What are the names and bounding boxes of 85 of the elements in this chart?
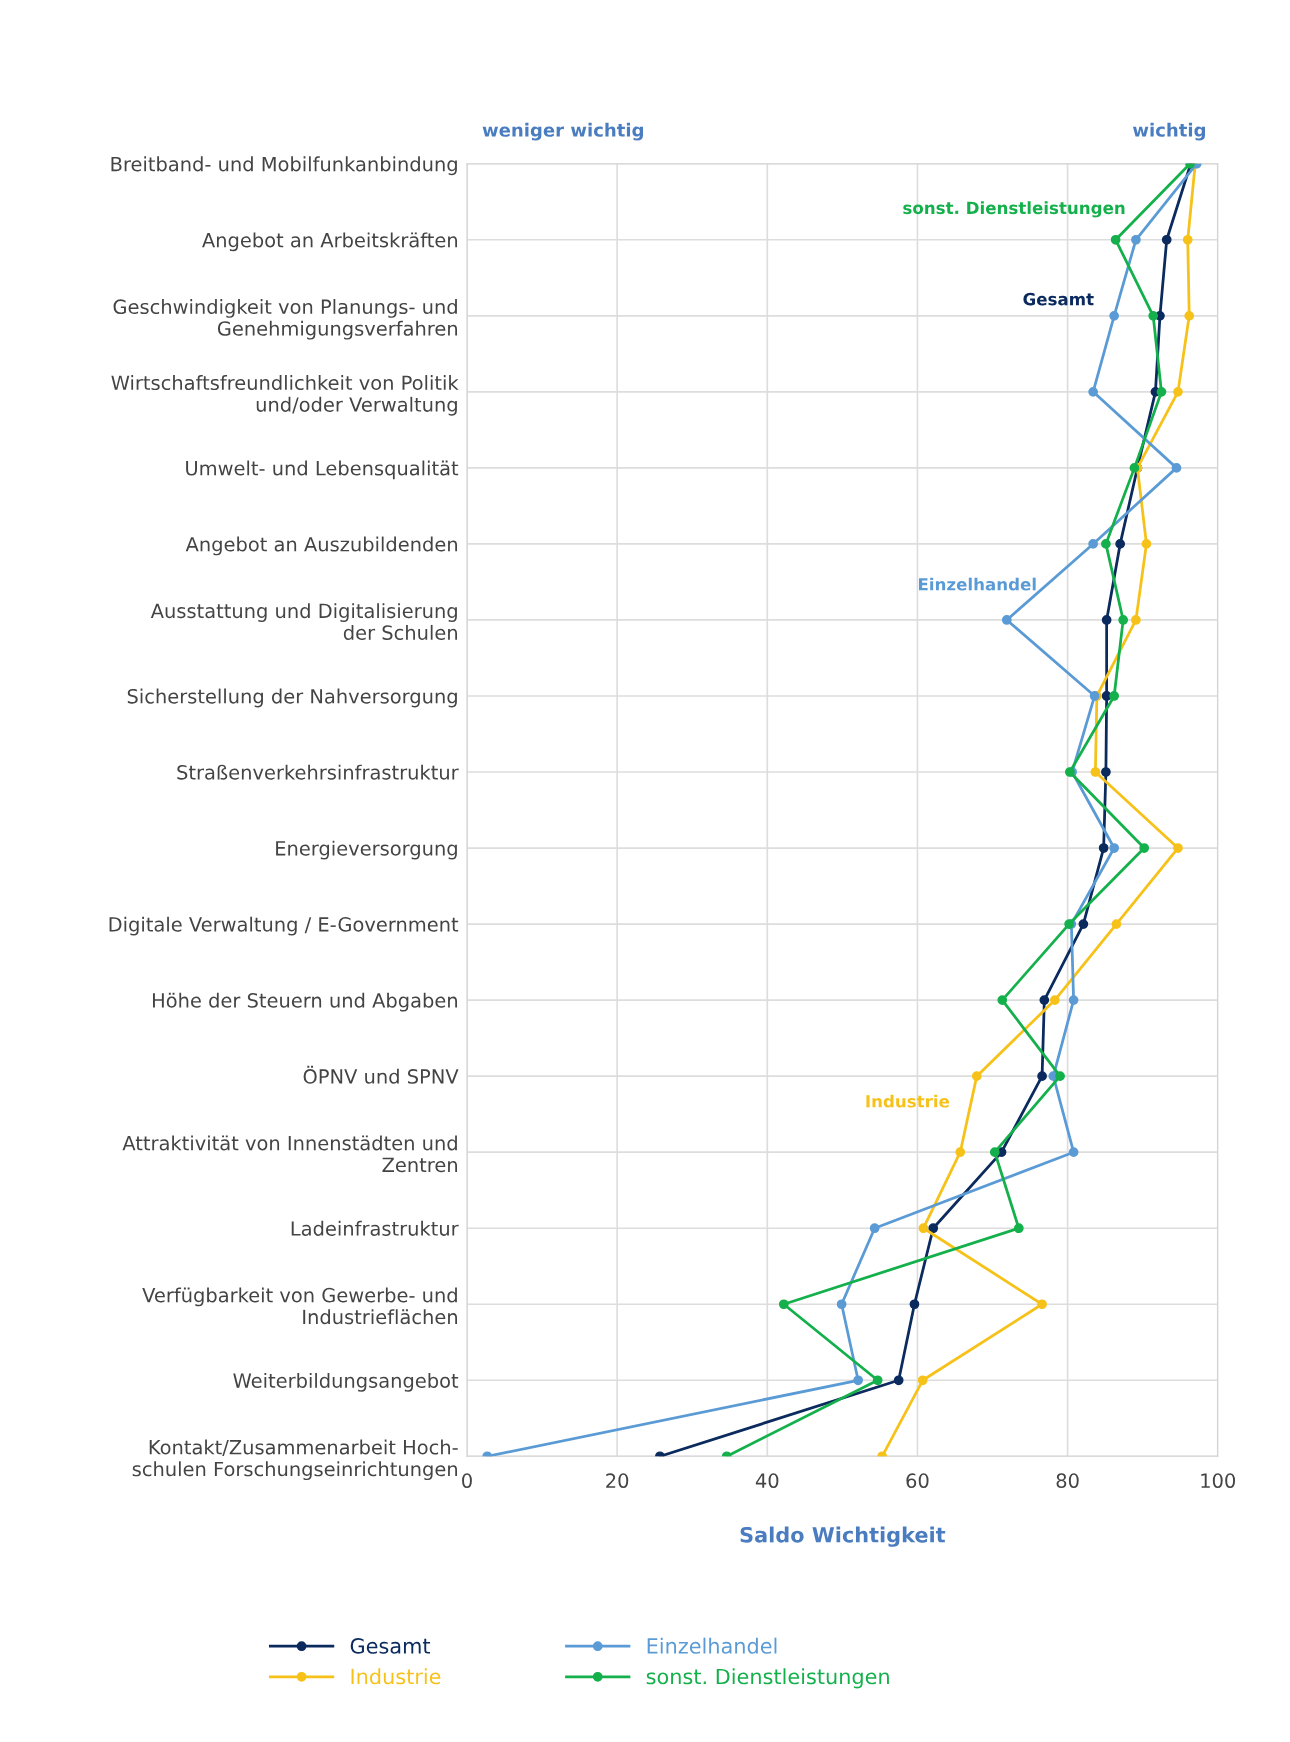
y-tick-label: Attraktivität von Innenstädten und Zentren <box>122 1135 457 1173</box>
point <box>1039 995 1050 1005</box>
y-tick-label: Straßenverkehrsinfrastruktur <box>177 764 459 780</box>
point <box>1148 310 1159 321</box>
point <box>1182 234 1193 245</box>
x-tick-label: 100 <box>1201 1473 1236 1489</box>
y-tick-label: Verfügbarkeit von Gewerbe- und Industrieflächen <box>142 1287 457 1325</box>
legend-label: Einzelhandel <box>647 1637 777 1654</box>
point <box>1013 1223 1024 1234</box>
y-tick-label: Sicherstellung der Nahversorgung <box>127 688 457 708</box>
x-tick-label: 60 <box>906 1473 929 1489</box>
x-axis-title: Saldo Wichtigkeit <box>740 1526 946 1547</box>
point <box>1184 310 1195 321</box>
point <box>1109 310 1120 321</box>
point <box>1068 1147 1079 1158</box>
point <box>1171 463 1182 473</box>
x-tick-label: 0 <box>462 1473 472 1489</box>
legend-label: Gesamt <box>350 1638 431 1654</box>
point <box>1101 767 1111 777</box>
point <box>778 1299 789 1310</box>
point <box>1115 539 1126 549</box>
point <box>1110 234 1121 245</box>
point <box>989 1147 1000 1158</box>
y-tick-label: Ladeinfrastruktur <box>291 1220 459 1236</box>
point <box>1109 691 1120 701</box>
y-tick-label: Geschwindigkeit von Planungs- und Genehmigungsverfahren <box>113 299 457 340</box>
y-tick-label: Weiterbildungsangebot <box>233 1372 459 1392</box>
point <box>1068 995 1079 1005</box>
point <box>1090 767 1101 777</box>
text: Industrie <box>866 1094 950 1108</box>
point <box>1139 843 1150 853</box>
point <box>1101 539 1111 549</box>
point <box>893 1375 904 1386</box>
point <box>1055 1071 1065 1082</box>
y-tick-label: Digitale Verwaltung / E-Government <box>109 916 459 936</box>
point <box>1118 615 1129 625</box>
legend-label: sonst. Dienstleistungen <box>646 1668 889 1689</box>
point <box>997 995 1008 1005</box>
y-tick-label: Höhe der Steuern und Abgaben <box>153 992 457 1012</box>
point <box>1173 843 1183 853</box>
legend-label: Industrie <box>351 1668 441 1685</box>
point <box>1078 919 1089 929</box>
y-tick-label: Wirtschaftsfreundlichkeit von Politik und/oder Verwaltung <box>111 375 459 416</box>
x-tick-label: 20 <box>606 1473 629 1489</box>
point <box>1088 386 1098 397</box>
text: sonst. Dienstleistungen <box>903 201 1125 218</box>
point <box>836 1299 847 1310</box>
x-tick-label: 40 <box>755 1473 779 1489</box>
point <box>853 1375 863 1386</box>
point <box>928 1223 939 1234</box>
point <box>1037 1071 1047 1082</box>
point <box>872 1375 883 1386</box>
text: wichtig <box>1132 122 1205 141</box>
text: Einzelhandel <box>918 577 1036 591</box>
point <box>1173 386 1183 397</box>
point <box>869 1223 880 1234</box>
point <box>1131 615 1141 625</box>
point <box>1001 615 1012 625</box>
point <box>909 1299 920 1310</box>
point <box>1037 1299 1047 1310</box>
point <box>1141 539 1152 549</box>
point <box>1161 234 1172 245</box>
point <box>1111 919 1122 929</box>
point <box>1088 539 1098 549</box>
point <box>971 1071 982 1082</box>
y-tick-label: Energieversorgung <box>276 840 457 860</box>
y-tick-label: Umwelt- und Lebensqualität <box>186 460 459 480</box>
y-tick-label: Angebot an Auszubildenden <box>185 536 457 556</box>
point <box>955 1147 966 1158</box>
y-tick-label: Kontakt/Zusammenarbeit Hoch- schulen Forschungseinrichtungen <box>132 1439 458 1481</box>
point <box>917 1375 928 1386</box>
point <box>1101 615 1112 625</box>
y-tick-label: Breitband- und Mobilfunkanbindung <box>111 156 457 176</box>
point <box>1098 843 1109 853</box>
x-tick-label: 80 <box>1056 1473 1079 1489</box>
y-tick-label: Angebot an Arbeitskräften <box>202 232 457 252</box>
text: weniger wichtig <box>482 122 643 141</box>
point <box>1109 843 1120 853</box>
point <box>1049 995 1060 1005</box>
point <box>1156 386 1167 397</box>
y-tick-label: ÖPNV und SPNV <box>303 1065 459 1084</box>
text: Gesamt <box>1023 292 1094 306</box>
y-tick-label: Ausstattung und Digitalisierung der Schulen <box>150 603 457 640</box>
point <box>1131 234 1141 245</box>
point <box>918 1223 929 1234</box>
